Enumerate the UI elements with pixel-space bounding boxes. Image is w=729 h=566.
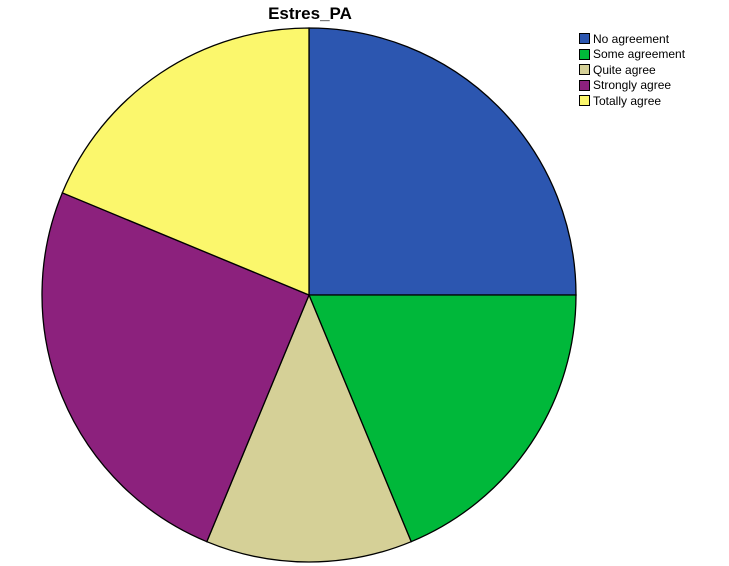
legend-swatch	[579, 33, 590, 45]
pie-slice-strongly-agree	[41, 191, 310, 543]
legend-label: Some agreement	[593, 47, 686, 62]
legend-swatch	[579, 95, 590, 107]
legend-label: Quite agree	[593, 62, 656, 77]
legend-label: No agreement	[593, 31, 670, 46]
legend-item: Totally agree	[579, 93, 685, 109]
legend-swatch	[579, 79, 590, 91]
legend-swatch	[579, 48, 590, 60]
legend-item: Quite agree	[579, 62, 685, 78]
legend-label: Strongly agree	[593, 78, 672, 93]
legend-item: No agreement	[579, 31, 685, 47]
pie-slice-no-agreement	[308, 27, 577, 296]
legend-swatch	[579, 64, 590, 76]
chart-title: Estres_PA	[268, 4, 352, 23]
pie-slice-some-agreement	[308, 294, 577, 543]
legend-item: Some agreement	[579, 47, 685, 63]
legend: No agreement Some agreement Quite agree Str…	[579, 31, 685, 109]
legend-item: Strongly agree	[579, 78, 685, 94]
pie-slice-totally-agree	[61, 27, 310, 296]
legend-label: Totally agree	[593, 93, 662, 108]
pie-slice-quite-agree	[205, 293, 413, 563]
